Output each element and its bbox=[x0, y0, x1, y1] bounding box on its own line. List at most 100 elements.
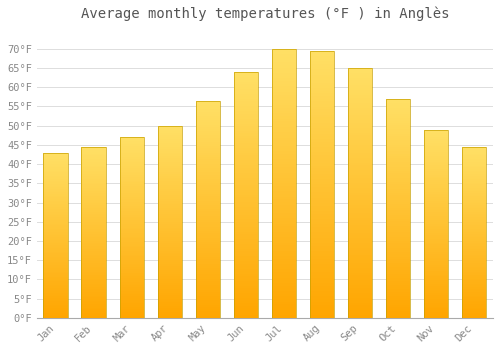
Bar bbox=[424, 286, 448, 288]
Bar bbox=[234, 232, 258, 234]
Bar bbox=[196, 227, 220, 229]
Bar bbox=[462, 265, 486, 267]
Bar bbox=[196, 179, 220, 181]
Bar bbox=[310, 211, 334, 213]
Bar bbox=[234, 170, 258, 173]
Bar bbox=[158, 310, 182, 312]
Bar bbox=[120, 226, 144, 228]
Bar bbox=[234, 313, 258, 315]
Bar bbox=[234, 256, 258, 259]
Bar bbox=[196, 268, 220, 270]
Bar bbox=[158, 278, 182, 279]
Bar bbox=[386, 222, 410, 224]
Bar bbox=[310, 166, 334, 168]
Bar bbox=[424, 195, 448, 197]
Bar bbox=[310, 214, 334, 216]
Bar bbox=[462, 147, 486, 318]
Bar bbox=[348, 278, 372, 280]
Bar bbox=[120, 291, 144, 293]
Bar bbox=[462, 287, 486, 289]
Bar bbox=[424, 131, 448, 133]
Bar bbox=[386, 127, 410, 130]
Bar bbox=[120, 166, 144, 168]
Bar bbox=[120, 282, 144, 284]
Bar bbox=[462, 217, 486, 219]
Bar bbox=[234, 197, 258, 200]
Bar bbox=[120, 293, 144, 294]
Bar bbox=[234, 99, 258, 102]
Bar bbox=[386, 283, 410, 285]
Bar bbox=[310, 110, 334, 112]
Bar bbox=[310, 107, 334, 110]
Bar bbox=[462, 285, 486, 287]
Bar bbox=[196, 231, 220, 233]
Bar bbox=[120, 247, 144, 249]
Bar bbox=[386, 112, 410, 114]
Bar bbox=[234, 264, 258, 266]
Bar bbox=[462, 301, 486, 302]
Bar bbox=[82, 188, 106, 190]
Bar bbox=[310, 198, 334, 200]
Bar bbox=[462, 256, 486, 258]
Bar bbox=[348, 155, 372, 158]
Bar bbox=[272, 57, 296, 60]
Bar bbox=[386, 193, 410, 195]
Bar bbox=[386, 191, 410, 193]
Bar bbox=[82, 285, 106, 287]
Bar bbox=[234, 148, 258, 150]
Bar bbox=[386, 241, 410, 243]
Bar bbox=[158, 264, 182, 266]
Bar bbox=[120, 137, 144, 318]
Bar bbox=[386, 270, 410, 272]
Bar bbox=[310, 158, 334, 160]
Bar bbox=[348, 250, 372, 253]
Bar bbox=[82, 169, 106, 171]
Bar bbox=[44, 153, 68, 154]
Bar bbox=[196, 150, 220, 153]
Bar bbox=[272, 216, 296, 218]
Bar bbox=[234, 158, 258, 160]
Bar bbox=[272, 143, 296, 146]
Bar bbox=[120, 190, 144, 191]
Bar bbox=[462, 196, 486, 198]
Bar bbox=[158, 183, 182, 185]
Bar bbox=[158, 135, 182, 137]
Bar bbox=[196, 118, 220, 120]
Bar bbox=[158, 248, 182, 251]
Bar bbox=[462, 157, 486, 159]
Bar bbox=[44, 154, 68, 156]
Bar bbox=[234, 121, 258, 124]
Bar bbox=[462, 205, 486, 206]
Bar bbox=[272, 181, 296, 183]
Bar bbox=[158, 131, 182, 133]
Bar bbox=[348, 111, 372, 113]
Bar bbox=[386, 257, 410, 259]
Bar bbox=[82, 220, 106, 222]
Bar bbox=[462, 241, 486, 243]
Bar bbox=[310, 56, 334, 59]
Bar bbox=[348, 146, 372, 148]
Bar bbox=[158, 297, 182, 299]
Bar bbox=[120, 148, 144, 150]
Bar bbox=[310, 115, 334, 118]
Bar bbox=[234, 114, 258, 116]
Bar bbox=[44, 283, 68, 285]
Bar bbox=[44, 272, 68, 273]
Bar bbox=[348, 170, 372, 173]
Bar bbox=[120, 303, 144, 305]
Bar bbox=[424, 297, 448, 299]
Bar bbox=[348, 213, 372, 215]
Bar bbox=[234, 200, 258, 202]
Bar bbox=[158, 291, 182, 293]
Bar bbox=[310, 51, 334, 53]
Bar bbox=[44, 265, 68, 267]
Bar bbox=[158, 139, 182, 141]
Bar bbox=[158, 293, 182, 295]
Bar bbox=[234, 239, 258, 241]
Bar bbox=[386, 125, 410, 127]
Bar bbox=[82, 290, 106, 292]
Bar bbox=[120, 316, 144, 318]
Bar bbox=[196, 238, 220, 240]
Bar bbox=[424, 205, 448, 207]
Bar bbox=[158, 316, 182, 318]
